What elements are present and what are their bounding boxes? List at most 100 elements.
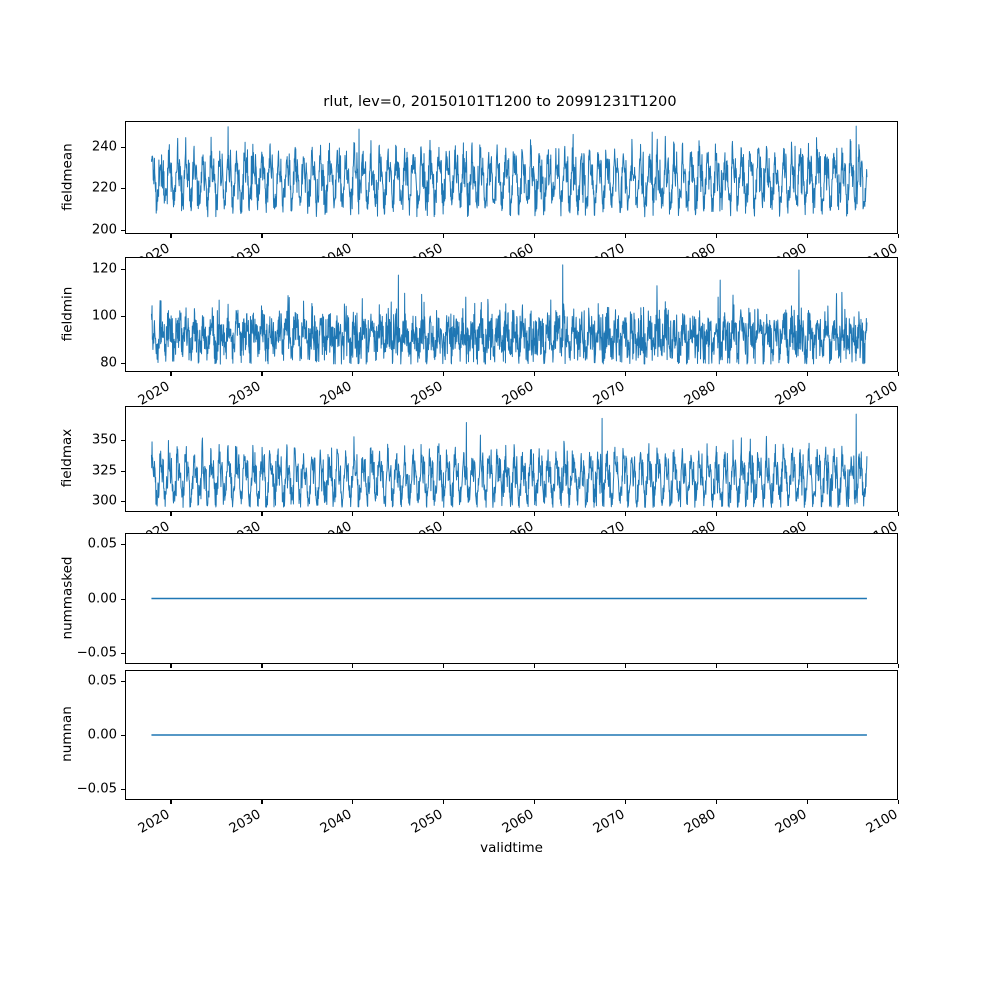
xtick-label-fieldmin-2: 2040 <box>318 379 355 406</box>
xtick-mark-nummasked-5 <box>625 664 627 668</box>
plot-area-nummasked <box>126 534 897 663</box>
xtick-mark-fieldmean-0 <box>170 234 172 238</box>
ytick-mark-fieldmin-0 <box>121 362 125 364</box>
ytick-label-numnan-2: 0.05 <box>87 673 117 689</box>
ytick-mark-fieldmax-0 <box>121 501 125 503</box>
xtick-mark-nummasked-7 <box>807 664 809 668</box>
xtick-mark-fieldmax-3 <box>443 512 445 516</box>
xtick-label-fieldmin-5: 2070 <box>591 379 628 406</box>
xtick-strip-fieldmax: 2020 2030 2040 2050 2060 2070 2080 2090 2100 <box>0 512 1000 533</box>
xtick-strip-fieldmean: 2020 2030 2040 2050 2060 2070 2080 2090 2100 <box>0 234 1000 257</box>
figure-title: rlut, lev=0, 20150101T1200 to 20991231T1… <box>323 94 677 110</box>
xtick-mark-fieldmax-6 <box>716 512 718 516</box>
xtick-mark-fieldmin-7 <box>807 372 809 376</box>
ytick-label-numnan-1: 0.00 <box>87 727 117 743</box>
x-axis-label: validtime <box>480 840 543 856</box>
ytick-label-nummasked-0: −0.05 <box>76 645 117 661</box>
ytick-mark-nummasked-0 <box>121 653 125 655</box>
ytick-label-fieldmean-2: 240 <box>91 139 117 155</box>
xtick-label-fieldmean-2: 2040 <box>318 241 355 257</box>
ytick-label-fieldmax-2: 350 <box>91 432 117 448</box>
xtick-mark-fieldmin-5 <box>625 372 627 376</box>
subplot-fieldmean <box>125 121 898 234</box>
xtick-mark-fieldmean-3 <box>443 234 445 238</box>
xtick-mark-fieldmin-1 <box>261 372 263 376</box>
xtick-label-fieldmin-0: 2020 <box>136 379 173 406</box>
xtick-mark-fieldmin-6 <box>716 372 718 376</box>
xtick-mark-fieldmean-8 <box>898 234 900 238</box>
ytick-mark-fieldmax-1 <box>121 470 125 472</box>
xtick-mark-numnan-7 <box>807 800 809 804</box>
xtick-mark-fieldmax-7 <box>807 512 809 516</box>
subplot-numnan <box>125 670 898 800</box>
xtick-mark-nummasked-4 <box>534 664 536 668</box>
xtick-mark-numnan-4 <box>534 800 536 804</box>
ytick-mark-nummasked-2 <box>121 543 125 545</box>
ytick-label-fieldmean-1: 220 <box>91 180 117 196</box>
xtick-mark-fieldmean-1 <box>261 234 263 238</box>
xtick-label-fieldmin-7: 2090 <box>772 379 810 406</box>
xtick-mark-nummasked-3 <box>443 664 445 668</box>
xtick-mark-fieldmin-0 <box>170 372 172 376</box>
xtick-label-fieldmin-1: 2030 <box>227 379 264 406</box>
xtick-mark-nummasked-0 <box>170 664 172 668</box>
xtick-label-fieldmax-0: 2020 <box>114 519 173 533</box>
xtick-mark-fieldmax-1 <box>261 512 263 516</box>
plot-area-numnan <box>126 671 897 799</box>
ytick-mark-fieldmin-1 <box>121 315 125 317</box>
ytick-mark-fieldmean-0 <box>121 229 125 231</box>
xtick-label-fieldmax-8: 2100 <box>841 519 901 533</box>
ytick-label-fieldmin-2: 120 <box>91 261 117 277</box>
ytick-label-nummasked-2: 0.05 <box>87 536 117 552</box>
xtick-label-fieldmax-5: 2070 <box>568 519 628 533</box>
y-axis-label-fieldmean: fieldmean <box>59 142 75 211</box>
xtick-mark-nummasked-8 <box>898 664 900 668</box>
xtick-mark-numnan-3 <box>443 800 445 804</box>
xtick-label-fieldmax-6: 2080 <box>659 519 719 533</box>
ytick-label-fieldmin-0: 80 <box>100 355 117 371</box>
xtick-label-fieldmax-2: 2040 <box>295 519 355 533</box>
xtick-mark-nummasked-6 <box>716 664 718 668</box>
xtick-mark-fieldmax-5 <box>625 512 627 516</box>
xtick-mark-numnan-0 <box>170 800 172 804</box>
subplot-fieldmin <box>125 257 898 372</box>
plot-area-fieldmin <box>126 258 897 371</box>
xtick-mark-numnan-1 <box>261 800 263 804</box>
xtick-mark-fieldmin-8 <box>898 372 900 376</box>
xtick-mark-fieldmin-2 <box>352 372 354 376</box>
xtick-label-fieldmax-1: 2030 <box>204 519 264 533</box>
xtick-label-fieldmin-8: 2100 <box>863 379 901 406</box>
xtick-mark-nummasked-2 <box>352 664 354 668</box>
xtick-label-fieldmean-5: 2070 <box>591 241 628 257</box>
ytick-mark-numnan-1 <box>121 735 125 737</box>
ytick-label-nummasked-1: 0.00 <box>87 591 117 606</box>
ytick-mark-fieldmean-2 <box>121 146 125 148</box>
y-axis-label-numnan: numnan <box>59 706 75 762</box>
xtick-mark-numnan-8 <box>898 800 900 804</box>
xtick-label-fieldmean-1: 2030 <box>227 241 264 257</box>
ytick-mark-fieldmin-2 <box>121 268 125 270</box>
data-line-fieldmean <box>151 126 866 217</box>
ytick-mark-numnan-2 <box>121 680 125 682</box>
xtick-label-fieldmin-4: 2060 <box>500 379 537 406</box>
ytick-mark-nummasked-1 <box>121 598 125 600</box>
y-axis-label-nummasked: nummasked <box>59 556 75 639</box>
ytick-label-fieldmin-1: 100 <box>91 308 117 324</box>
xtick-mark-fieldmin-3 <box>443 372 445 376</box>
xtick-mark-numnan-2 <box>352 800 354 804</box>
ytick-label-numnan-0: −0.05 <box>76 781 117 797</box>
xtick-label-fieldmin-3: 2050 <box>409 379 446 406</box>
xtick-label-fieldmean-3: 2050 <box>409 241 446 257</box>
plot-area-fieldmean <box>126 122 897 233</box>
subplot-fieldmax <box>125 406 898 512</box>
data-line-fieldmin <box>151 265 866 364</box>
xtick-mark-fieldmax-8 <box>898 512 900 516</box>
y-axis-label-fieldmin: fieldmin <box>59 286 75 341</box>
xtick-mark-numnan-5 <box>625 800 627 804</box>
ytick-mark-numnan-0 <box>121 789 125 791</box>
xtick-label-fieldmean-4: 2060 <box>500 241 537 257</box>
xtick-mark-numnan-6 <box>716 800 718 804</box>
subplot-nummasked <box>125 533 898 664</box>
xtick-label-fieldmean-7: 2090 <box>772 241 810 257</box>
ytick-label-fieldmax-0: 300 <box>91 493 117 509</box>
